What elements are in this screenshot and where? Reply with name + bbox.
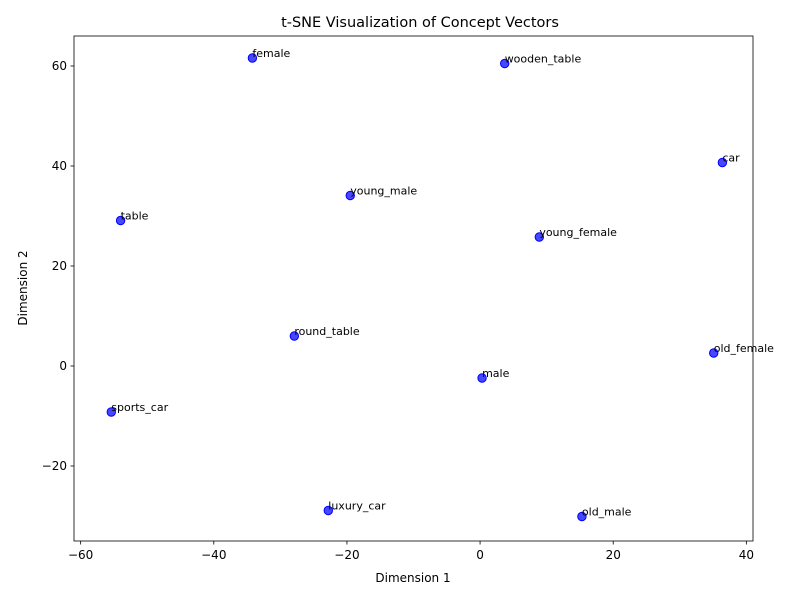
point-label: round_table	[294, 325, 360, 338]
point-label: old_male	[582, 506, 632, 519]
point-label: sports_car	[111, 401, 168, 414]
y-tick-label: 0	[59, 359, 67, 373]
point-label: male	[482, 367, 510, 380]
chart-title: t-SNE Visualization of Concept Vectors	[281, 15, 559, 31]
y-axis-ticks: −20 0 20 40 60	[42, 59, 74, 473]
data-point	[499, 58, 510, 69]
data-point	[345, 190, 355, 201]
x-axis-ticks: −60 −40 −20 0 20 40	[68, 541, 754, 562]
x-tick-label: −40	[201, 548, 226, 562]
data-point	[709, 348, 719, 358]
data-point	[534, 232, 545, 242]
plot-frame	[73, 35, 754, 542]
point-label: female	[252, 47, 290, 60]
x-axis-label: Dimension 1	[375, 571, 450, 585]
data-point	[247, 53, 258, 63]
x-tick-label: −20	[334, 548, 359, 562]
point-label: young_male	[350, 185, 417, 198]
data-point	[106, 407, 116, 417]
data-point	[477, 373, 487, 383]
y-tick-label: 60	[52, 59, 67, 73]
data-point	[717, 157, 728, 168]
point-label: old_female	[714, 342, 774, 355]
data-point	[323, 505, 333, 516]
point-label: luxury_car	[328, 500, 386, 513]
data-point	[577, 511, 587, 522]
x-tick-label: 20	[606, 548, 621, 562]
y-axis-label: Dimension 2	[16, 250, 30, 325]
x-tick-label: 40	[739, 548, 754, 562]
point-label: wooden_table	[505, 53, 582, 66]
point-label: table	[121, 210, 149, 223]
data-point	[289, 331, 300, 341]
y-tick-label: 40	[52, 159, 67, 173]
plot-area	[73, 35, 754, 542]
x-tick-label: 0	[476, 548, 484, 562]
data-point	[115, 215, 126, 226]
y-tick-label: 20	[52, 259, 67, 273]
point-label: young_female	[539, 226, 617, 239]
y-tick-label: −20	[42, 459, 67, 473]
point-label: car	[722, 152, 740, 165]
x-tick-label: −60	[68, 548, 93, 562]
